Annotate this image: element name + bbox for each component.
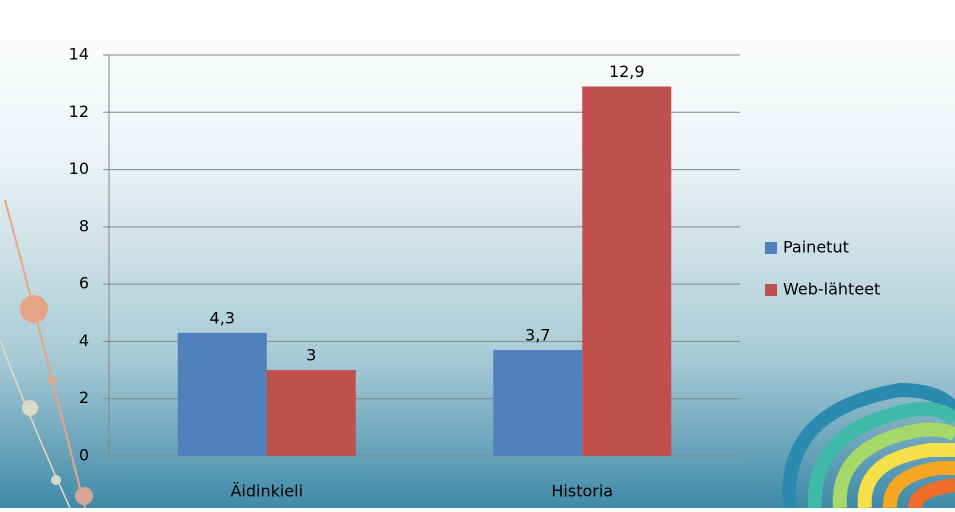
data-label: 3,7 — [525, 326, 550, 345]
legend-label: Painetut — [783, 238, 849, 257]
y-tick-label: 2 — [79, 388, 89, 407]
data-label: 4,3 — [210, 308, 235, 327]
legend-swatch — [765, 284, 777, 296]
bar — [177, 332, 267, 456]
y-tick-label: 0 — [79, 446, 89, 465]
legend-label: Web-lähteet — [783, 280, 880, 299]
bar — [582, 86, 672, 456]
x-tick-label: Historia — [551, 482, 613, 501]
legend-swatch — [765, 242, 777, 254]
bar — [266, 370, 356, 456]
data-label: 12,9 — [609, 62, 645, 81]
x-tick-label: Äidinkieli — [230, 482, 303, 501]
y-tick-label: 12 — [69, 102, 89, 121]
data-label: 3 — [306, 346, 316, 365]
y-tick-label: 8 — [79, 216, 89, 235]
y-tick-label: 14 — [69, 45, 89, 64]
bar — [493, 350, 583, 456]
y-tick-label: 6 — [79, 274, 89, 293]
y-tick-label: 4 — [79, 331, 89, 350]
y-tick-label: 10 — [69, 159, 89, 178]
decoration — [0, 199, 955, 509]
